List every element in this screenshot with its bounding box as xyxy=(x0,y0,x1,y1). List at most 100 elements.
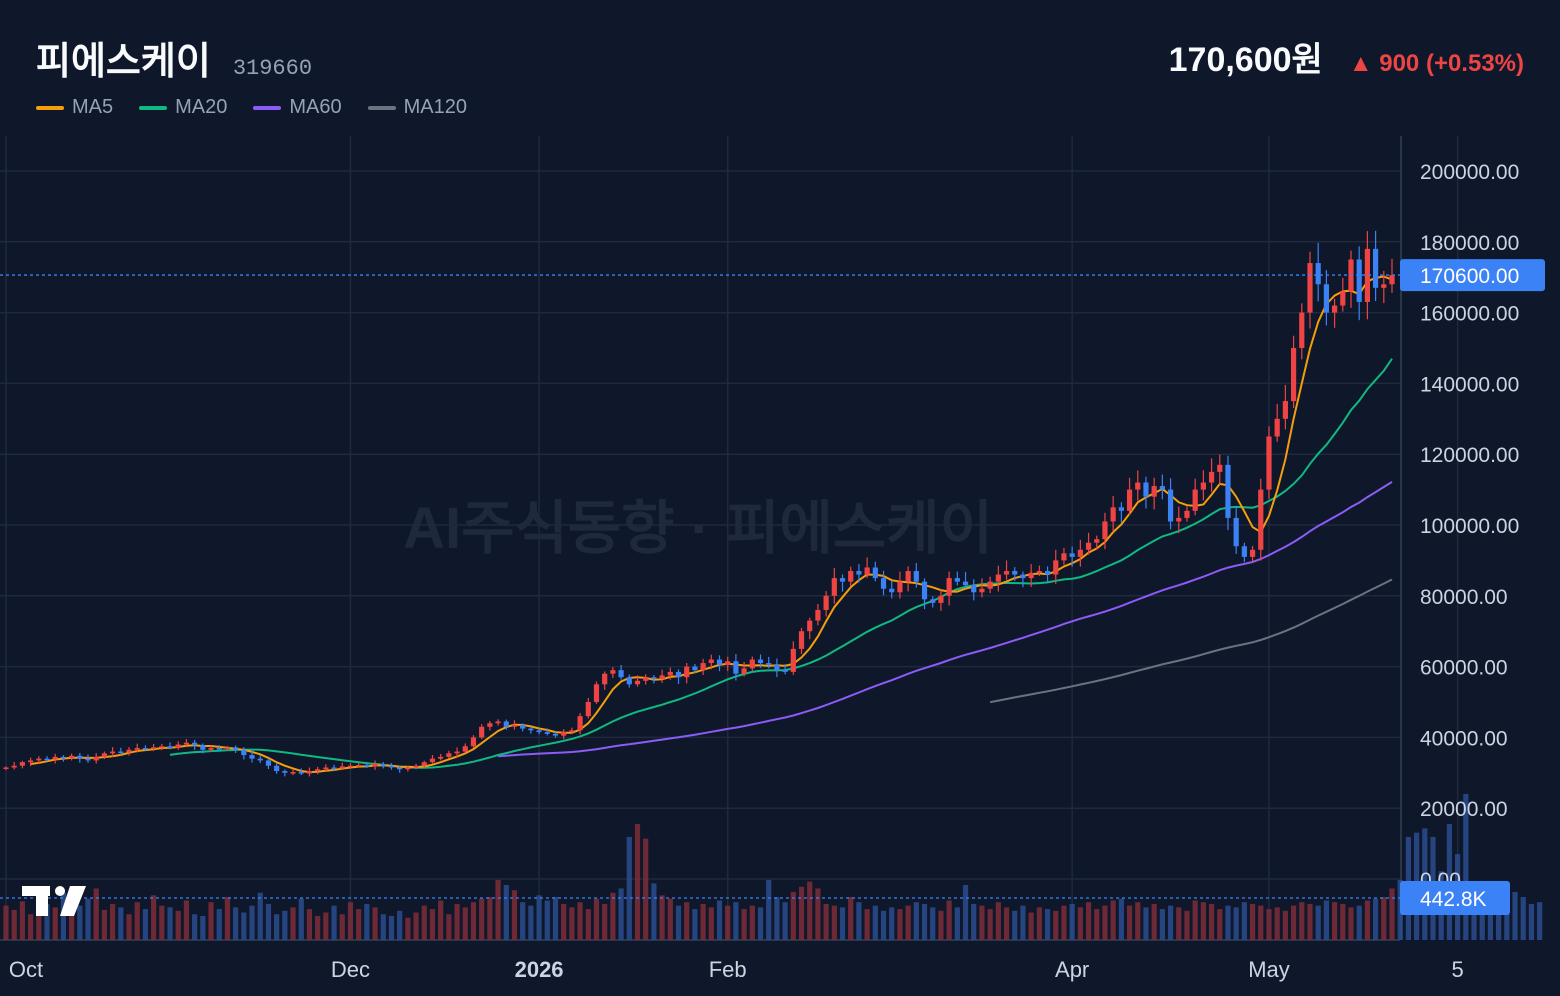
candle-body xyxy=(798,631,805,649)
candle-body xyxy=(880,578,887,589)
volume-bar xyxy=(921,903,928,940)
candles xyxy=(3,230,1395,777)
candle-body xyxy=(372,763,378,767)
candle-body xyxy=(421,762,427,766)
price-box: 170,600원 ▲ 900 (+0.53%) xyxy=(1169,32,1524,81)
volume-label: 442.8K xyxy=(1420,888,1487,911)
volume-bar xyxy=(405,917,411,940)
volume-bar xyxy=(634,824,641,940)
grid-lines xyxy=(0,136,1459,941)
time-tick-label: May xyxy=(1248,957,1290,982)
volume-bar xyxy=(1217,909,1223,940)
time-tick-label: Feb xyxy=(709,957,747,982)
volume-bar xyxy=(183,900,190,940)
volume-bar xyxy=(667,898,673,940)
candle-body xyxy=(487,723,493,727)
volume-bar xyxy=(315,915,321,940)
volume-bar xyxy=(1340,903,1346,940)
volume-bar xyxy=(52,907,58,940)
legend-ma20[interactable]: MA20 xyxy=(139,96,227,119)
volume-bar xyxy=(265,903,272,940)
candle-body xyxy=(1159,486,1165,490)
candle-body xyxy=(610,670,616,674)
volume-bar xyxy=(364,903,370,940)
volume-bar xyxy=(577,902,583,940)
candle-body xyxy=(69,755,75,758)
candle-body xyxy=(946,578,952,596)
volume-bar xyxy=(1012,910,1018,940)
candle-body xyxy=(85,758,91,761)
candle-body xyxy=(134,748,140,750)
volume-bar xyxy=(692,909,698,940)
candle-body xyxy=(1102,521,1108,540)
volume-bar xyxy=(216,909,222,940)
volume-bar xyxy=(421,905,427,940)
candle-body xyxy=(1266,436,1272,490)
candle-body xyxy=(36,758,42,761)
legend-ma60[interactable]: MA60 xyxy=(253,96,342,119)
volume-bar xyxy=(3,905,9,940)
volume-bar xyxy=(331,905,337,940)
legend-ma120[interactable]: MA120 xyxy=(367,96,467,119)
volume-bars xyxy=(0,794,1543,940)
stock-code: 319660 xyxy=(232,56,313,81)
candle-body xyxy=(921,581,928,600)
candle-body xyxy=(52,756,58,760)
volume-bar xyxy=(19,901,26,940)
volume-bar xyxy=(1135,902,1141,940)
candle-body xyxy=(897,581,903,593)
legend-ma5[interactable]: MA5 xyxy=(36,96,113,119)
volume-bar xyxy=(1282,910,1288,940)
volume-bar xyxy=(118,907,124,940)
volume-bar xyxy=(1290,905,1297,940)
candle-body xyxy=(93,756,99,761)
volume-bar xyxy=(36,897,42,940)
volume-bar xyxy=(151,895,157,940)
candle-body xyxy=(856,571,862,575)
candle-body xyxy=(1118,507,1124,511)
volume-bar xyxy=(495,879,501,940)
time-tick-label: Oct xyxy=(9,957,43,982)
volume-bar xyxy=(651,883,657,940)
candle-body xyxy=(749,659,755,669)
price-tick-label: 160000.00 xyxy=(1420,303,1519,326)
volume-bar xyxy=(1381,897,1387,940)
volume-bar xyxy=(1069,903,1075,940)
candle-body xyxy=(1053,560,1059,575)
candle-body xyxy=(1323,284,1329,313)
volume-bar xyxy=(962,885,969,940)
volume-bar xyxy=(1061,905,1067,940)
candle-body xyxy=(397,767,403,770)
candle-body xyxy=(503,721,509,727)
candle-body xyxy=(257,758,263,761)
candle-body xyxy=(323,767,329,770)
volume-bar xyxy=(757,907,764,940)
candle-body xyxy=(1200,482,1206,490)
volume-bar xyxy=(725,905,731,940)
candle-body xyxy=(1151,486,1157,497)
volume-bar xyxy=(397,910,403,940)
volume-bar xyxy=(110,903,116,940)
candle-body xyxy=(208,748,214,750)
candle-body xyxy=(1020,574,1026,579)
candle-body xyxy=(520,725,526,729)
candle-body xyxy=(1003,571,1010,575)
volume-bar xyxy=(1356,905,1362,940)
candle-body xyxy=(1208,471,1215,483)
volume-bar xyxy=(856,902,862,940)
volume-bar xyxy=(684,902,690,940)
volume-bar xyxy=(1151,903,1157,940)
volume-bar xyxy=(175,910,181,940)
volume-bar xyxy=(946,900,952,940)
volume-bar xyxy=(462,907,468,940)
candle-body xyxy=(224,747,231,749)
volume-bar xyxy=(643,838,649,940)
candle-body xyxy=(118,751,124,754)
candle-body xyxy=(1290,348,1297,402)
candle-body xyxy=(347,765,354,768)
volume-bar xyxy=(93,888,99,940)
price-tick-label: 100000.00 xyxy=(1420,515,1519,538)
volume-bar xyxy=(347,902,354,940)
last-price-tag xyxy=(1400,259,1545,292)
